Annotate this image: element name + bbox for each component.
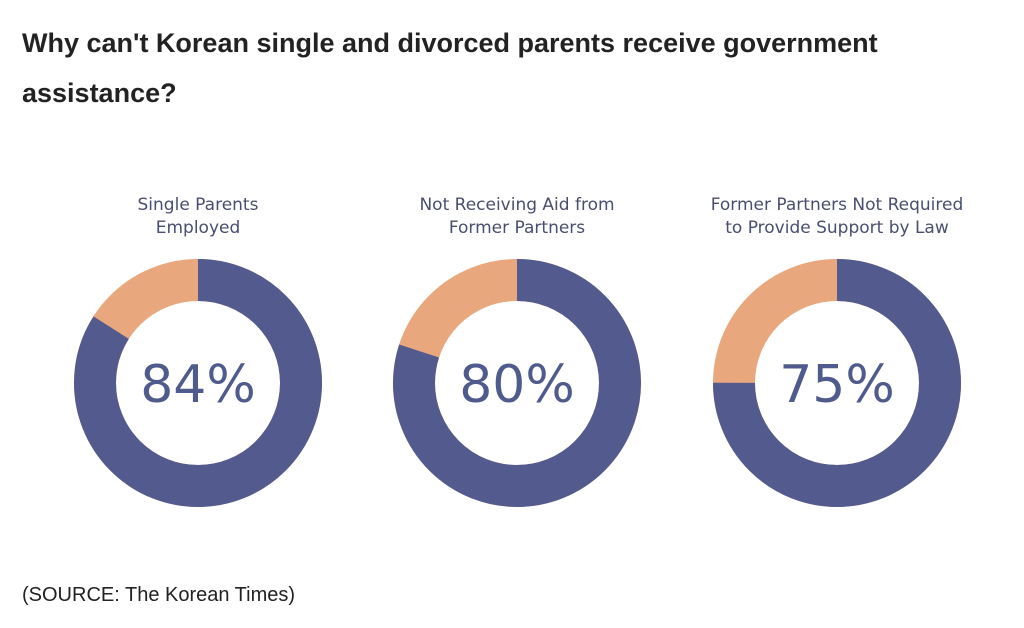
source-note: (SOURCE: The Korean Times) [22,584,296,606]
page-title: Why can't Korean single and divorced par… [22,28,878,108]
donut-2: 80% Not Receiving Aid from Former Partners [393,195,641,507]
donut-value-label: 84% [140,355,256,415]
donut-category-label: Single Parents [138,195,259,215]
donut-value-label: 75% [779,355,895,415]
donut-category-label: Employed [156,218,241,238]
donut-value-slice [393,259,641,507]
donut-3: 75% Former Partners Not Required to Provid… [711,195,964,507]
donut-1: 84% Single Parents Employed [74,195,322,507]
donut-value-slice [713,259,961,507]
donut-value-slice [74,259,322,507]
donut-value-label: 80% [459,355,575,415]
donut-category-label: Not Receiving Aid from [419,195,614,215]
donut-category-label: Former Partners Not Required [711,195,964,215]
donut-category-label: to Provide Support by Law [725,218,949,238]
donut-category-label: Former Partners [449,218,585,238]
